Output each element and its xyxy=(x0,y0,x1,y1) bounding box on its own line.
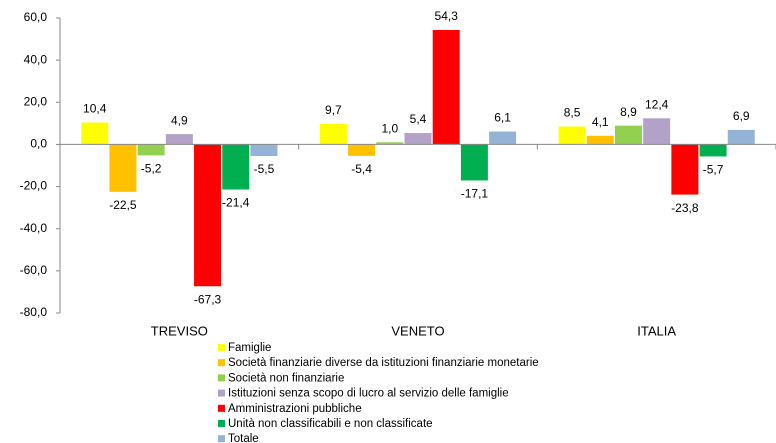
value-label: 6,1 xyxy=(494,111,511,125)
value-label: 5,4 xyxy=(410,112,427,126)
bar xyxy=(643,118,671,145)
bar xyxy=(586,135,614,145)
legend: Famiglie Società finanziarie diverse da i… xyxy=(218,342,539,443)
bar xyxy=(614,125,642,145)
value-label: -22,5 xyxy=(109,198,137,212)
x-tick-label: TREVISO xyxy=(151,323,208,338)
legend-swatch xyxy=(218,404,225,412)
legend-swatch xyxy=(218,420,225,427)
bar xyxy=(165,134,193,145)
value-label: 1,0 xyxy=(381,121,398,135)
x-tick-label: VENETO xyxy=(391,323,444,338)
legend-label: Totale xyxy=(228,433,259,443)
bar xyxy=(671,144,699,195)
bar xyxy=(81,122,109,145)
y-tick-label: 60,0 xyxy=(24,10,48,24)
value-label: 54,3 xyxy=(435,9,459,23)
value-label: -21,4 xyxy=(222,196,250,210)
value-label: -67,3 xyxy=(194,292,222,306)
y-tick-label: 20,0 xyxy=(24,94,48,108)
value-label: 4,1 xyxy=(592,115,609,129)
y-tick-label: -80,0 xyxy=(20,305,48,319)
value-label: 12,4 xyxy=(645,97,669,111)
y-tick-label: -20,0 xyxy=(20,179,48,193)
y-tick-label: 0,0 xyxy=(30,137,47,151)
value-label: -23,8 xyxy=(671,201,699,215)
bar xyxy=(319,123,347,145)
legend-label: Famiglie xyxy=(228,342,271,354)
legend-label: Unità non classificabili e non classific… xyxy=(228,418,433,430)
bar xyxy=(404,133,432,145)
bar xyxy=(727,129,755,145)
legend-swatch xyxy=(218,359,225,367)
legend-label: Amministrazioni pubbliche xyxy=(228,403,362,415)
y-tick-label: -40,0 xyxy=(20,221,48,235)
x-tick-label: ITALIA xyxy=(637,323,676,338)
legend-label: Società finanziarie diverse da istituzio… xyxy=(228,357,539,369)
bar xyxy=(489,131,517,145)
bar xyxy=(376,142,404,145)
legend-swatch xyxy=(218,344,225,351)
value-label: -5,2 xyxy=(141,162,162,176)
bar xyxy=(109,144,137,192)
legend-swatch xyxy=(218,374,225,382)
legend-label: Istituzioni senza scopo di lucro al serv… xyxy=(228,388,509,400)
y-tick-label: -60,0 xyxy=(20,263,48,277)
bar xyxy=(348,144,376,156)
value-label: -5,7 xyxy=(703,163,724,177)
legend-swatch xyxy=(218,435,225,443)
legend-swatch xyxy=(218,389,225,397)
bar xyxy=(699,144,727,157)
value-label: -17,1 xyxy=(461,187,489,201)
value-label: 6,9 xyxy=(733,109,750,123)
value-label: 8,5 xyxy=(564,106,581,120)
value-label: -5,5 xyxy=(254,162,275,176)
bar xyxy=(137,144,165,156)
bar xyxy=(432,30,460,145)
bar xyxy=(222,144,250,190)
value-label: -5,4 xyxy=(351,162,372,176)
value-label: 8,9 xyxy=(620,105,637,119)
legend-label: Società non finanziarie xyxy=(228,372,344,384)
bar xyxy=(558,126,586,145)
value-label: 4,9 xyxy=(171,113,188,127)
bar xyxy=(194,144,222,287)
y-tick-label: 40,0 xyxy=(24,52,48,66)
value-label: 9,7 xyxy=(325,103,342,117)
bar xyxy=(460,144,488,181)
value-label: 10,4 xyxy=(83,102,107,116)
bar xyxy=(250,144,278,157)
